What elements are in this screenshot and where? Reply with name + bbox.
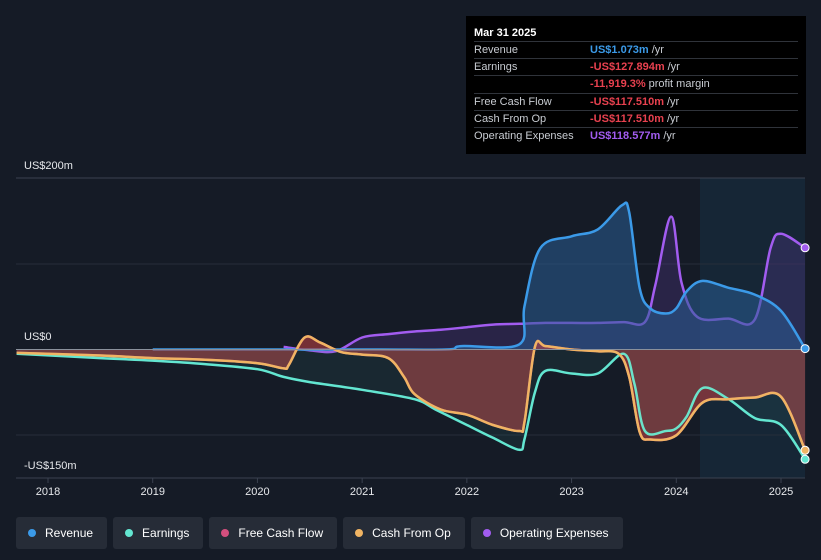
- cash-from-op-area: [16, 336, 806, 451]
- tooltip-value: -11,919.3%: [590, 78, 646, 91]
- y-label-bottom: -US$150m: [24, 460, 77, 472]
- legend-item-operating-expenses[interactable]: Operating Expenses: [470, 517, 623, 549]
- tooltip-row-free-cash-flow: Free Cash Flow -US$117.510m/yr: [474, 92, 798, 110]
- cash-from-op-end-dot: [800, 445, 810, 455]
- x-tick-2024: 2024: [664, 486, 688, 498]
- tooltip-label: Revenue: [474, 44, 519, 56]
- legend-label: Revenue: [45, 526, 94, 540]
- legend-item-cash-from-op[interactable]: Cash From Op: [343, 517, 465, 549]
- x-tick-2019: 2019: [140, 486, 164, 498]
- tooltip-row-profit-margin: -11,919.3% profit margin: [474, 75, 798, 92]
- x-tick-2023: 2023: [559, 486, 583, 498]
- end-dots: [800, 243, 810, 464]
- tooltip-value: -US$117.510m: [590, 112, 664, 125]
- legend-dot-icon: [125, 529, 134, 537]
- revenue-line: [152, 201, 807, 352]
- legend-label: Operating Expenses: [499, 526, 609, 540]
- tooltip-unit: /yr: [651, 44, 664, 56]
- revenue-end-dot: [800, 344, 810, 354]
- legend-dot-icon: [482, 529, 491, 537]
- tooltip-row-revenue: Revenue US$1.073m/yr: [474, 41, 798, 58]
- tooltip-value: -US$117.510m: [590, 95, 664, 108]
- tooltip-row-cash-from-op: Cash From Op -US$117.510m/yr: [474, 109, 798, 127]
- earnings-area: [16, 349, 806, 460]
- tooltip-label: [474, 76, 590, 92]
- legend-item-earnings[interactable]: Earnings: [113, 517, 204, 549]
- legend-dot-icon: [28, 529, 36, 537]
- x-tick-2018: 2018: [36, 486, 60, 498]
- tooltip-label: Cash From Op: [474, 112, 547, 125]
- cash-from-op-line: [16, 335, 807, 451]
- legend-item-revenue[interactable]: Revenue: [16, 517, 108, 549]
- revenue-area: [152, 202, 806, 350]
- tooltip-value: US$118.577m: [590, 129, 661, 142]
- legend-label: Cash From Op: [372, 526, 451, 540]
- tooltip: Mar 31 2025 Revenue US$1.073m/yr Earnings -…: [466, 16, 806, 154]
- tooltip-label: Earnings: [474, 61, 518, 74]
- x-tick-2025: 2025: [769, 486, 793, 498]
- tooltip-unit: /yr: [663, 129, 676, 142]
- tooltip-rows: Revenue US$1.073m/yr Earnings -US$127.894m /…: [474, 41, 798, 144]
- tooltip-row-earnings: Earnings -US$127.894m/yr: [474, 58, 798, 75]
- x-tick-2021: 2021: [350, 486, 374, 498]
- earnings-end-dot: [800, 454, 810, 464]
- tooltip-label: Free Cash Flow: [474, 95, 552, 108]
- tooltip-value: -US$127.894m: [590, 61, 665, 74]
- tooltip-label: Operating Expenses: [474, 129, 574, 142]
- x-tick-2020: 2020: [245, 486, 269, 498]
- x-axis-ticks: 2018 2019 2020 2021 2022 2023 2024 2025: [36, 478, 793, 498]
- y-label-zero: US$0: [24, 331, 52, 343]
- tooltip-date: Mar 31 2025: [474, 27, 537, 39]
- tooltip-unit: /yr: [667, 61, 680, 74]
- legend-label: Earnings: [142, 526, 190, 540]
- legend-label: Free Cash Flow: [238, 526, 324, 540]
- tooltip-row-operating-expenses: Operating Expenses US$118.577m/yr: [474, 126, 798, 144]
- series-layer: [16, 201, 807, 461]
- tooltip-unit: /yr: [667, 112, 680, 125]
- legend-dot-icon: [221, 529, 230, 537]
- tooltip-unit: profit margin: [648, 78, 710, 91]
- operating-expenses-end-dot: [800, 243, 810, 253]
- x-tick-2022: 2022: [455, 486, 479, 498]
- tooltip-value: US$1.073m: [590, 44, 649, 56]
- legend: Revenue Earnings Free Cash Flow Cash From O…: [16, 517, 623, 549]
- legend-item-free-cash-flow[interactable]: Free Cash Flow: [209, 517, 338, 549]
- legend-dot-icon: [355, 529, 364, 537]
- tooltip-unit: /yr: [667, 95, 680, 108]
- free-cash-flow-area: [16, 336, 806, 451]
- earnings-line: [16, 352, 807, 461]
- y-label-top: US$200m: [24, 160, 73, 172]
